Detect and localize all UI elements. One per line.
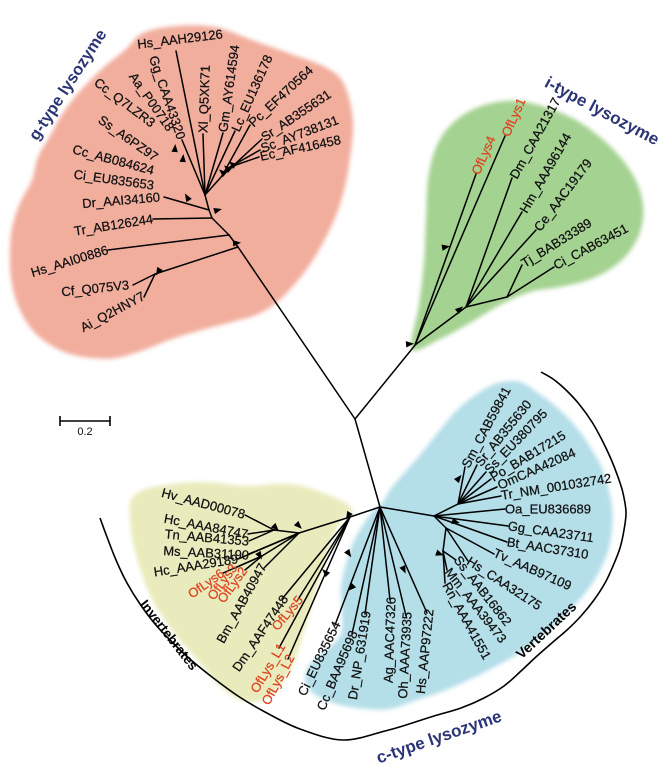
svg-text:Oa_EU836689: Oa_EU836689: [505, 502, 591, 517]
svg-text:Ag_AAC47326: Ag_AAC47326: [381, 597, 399, 683]
svg-text:0.2: 0.2: [77, 426, 92, 438]
svg-text:Oh_AAA73935: Oh_AAA73935: [395, 612, 415, 699]
svg-text:Xl_Q5XK71: Xl_Q5XK71: [195, 65, 212, 133]
svg-text:Tn_AAB41353: Tn_AAB41353: [164, 526, 250, 548]
svg-text:Cf_Q075V3: Cf_Q075V3: [61, 277, 130, 299]
svg-text:Ms_AAB31190: Ms_AAB31190: [163, 543, 249, 562]
svg-text:Dr_AAI34160: Dr_AAI34160: [82, 189, 161, 211]
